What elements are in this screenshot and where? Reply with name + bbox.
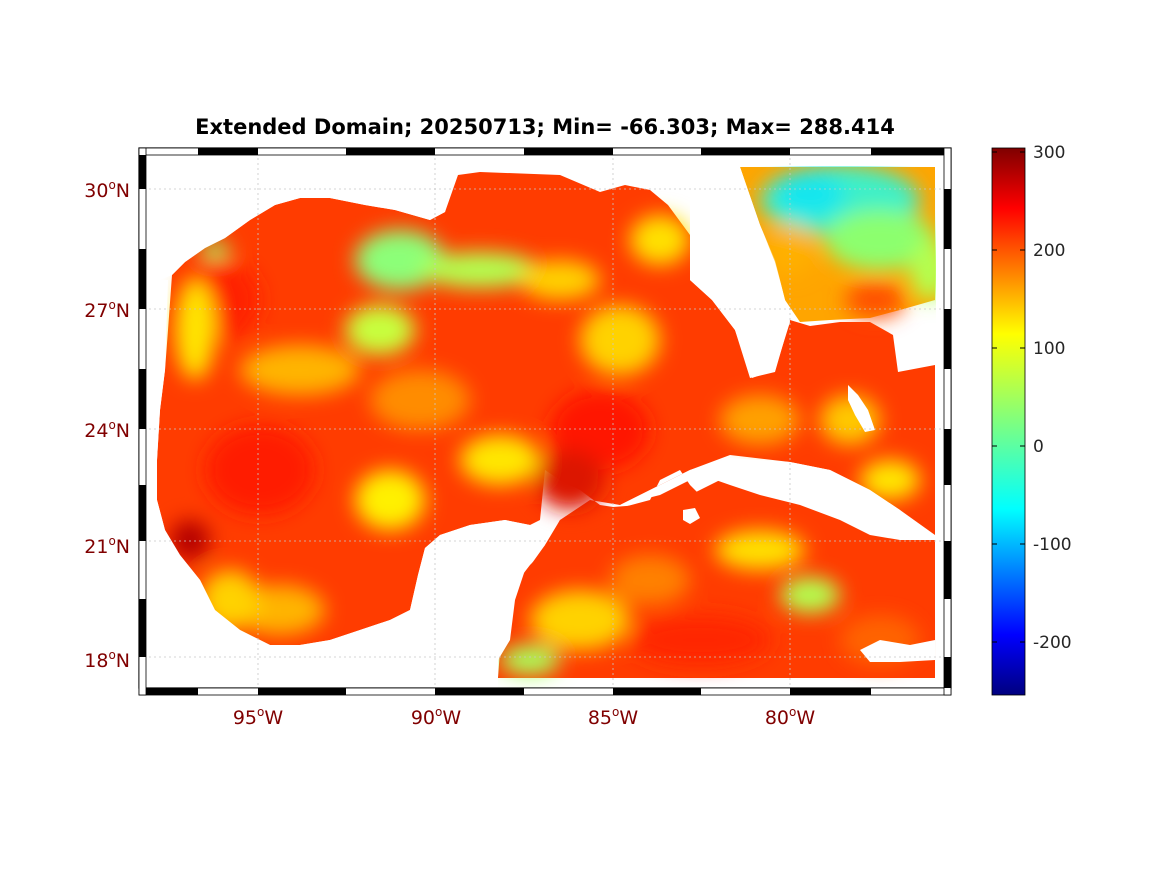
map-area: 30oN 27oN 24oN 21oN 18oN 95oW 90oW 85oW …: [84, 147, 952, 729]
lon-label-85: 85oW: [588, 705, 639, 729]
colorbar-gradient: [991, 147, 1026, 696]
lat-label-24: 24oN: [84, 418, 130, 442]
mexico-landmass: [139, 280, 418, 688]
lat-labels: 30oN 27oN 24oN 21oN 18oN: [84, 178, 130, 672]
lat-label-21: 21oN: [84, 534, 130, 558]
bahamas-cut: [848, 385, 875, 432]
plot-title: Extended Domain; 20250713; Min= -66.303;…: [195, 115, 895, 139]
lon-label-80: 80oW: [765, 705, 816, 729]
colorbar-label-300: 300: [1033, 143, 1065, 163]
graticule: [139, 148, 951, 688]
lat-label-30: 30oN: [84, 178, 130, 202]
colorbar-label-0: 0: [1033, 437, 1044, 457]
map-frame: [138, 147, 952, 696]
hispaniola-landmass: [860, 640, 935, 662]
jamaica-landmass: [683, 508, 700, 524]
lon-label-90: 90oW: [411, 705, 462, 729]
yucatan-landmass: [418, 520, 545, 688]
colorbar-label-minus200: -200: [1033, 633, 1072, 653]
north-coast-landmass: [139, 166, 455, 280]
colorbar-ticks: [992, 151, 1025, 643]
lon-labels: 95oW 90oW 85oW 80oW: [233, 705, 816, 729]
lat-label-18: 18oN: [84, 648, 130, 672]
lon-label-95: 95oW: [233, 705, 284, 729]
lat-label-27: 27oN: [84, 298, 130, 322]
field-variations: [170, 165, 950, 675]
colorbar-label-200: 200: [1033, 241, 1065, 261]
colorbar: 300 200 100 0 -100 -200: [991, 143, 1072, 696]
florida-landmass: [690, 167, 790, 378]
colorbar-label-100: 100: [1033, 339, 1065, 359]
cuba-landmass: [620, 458, 935, 540]
colorbar-label-minus100: -100: [1033, 535, 1072, 555]
ocean-field: [139, 148, 951, 688]
